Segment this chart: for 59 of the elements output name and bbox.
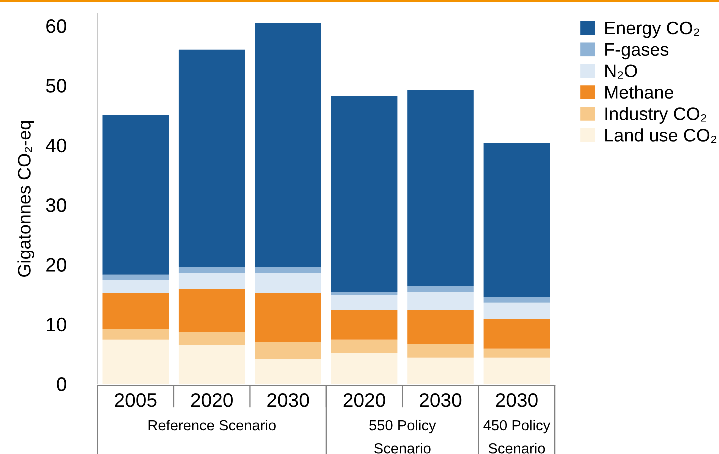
x-tick-label: 2020 [344, 393, 386, 408]
bar [102, 274, 170, 280]
x-tick-label: 2030 [496, 393, 538, 408]
y-tick-label: 0 [57, 378, 66, 392]
bar [408, 292, 474, 310]
x-tick-label: 2030 [268, 393, 310, 408]
x-tick-label: 2030 [420, 393, 462, 408]
bar [331, 340, 398, 354]
bar [102, 116, 170, 275]
legend-label: F-gases [606, 43, 669, 60]
text: 450 Policy Scenario [484, 420, 551, 454]
legend-label: N₂O [606, 64, 638, 79]
bar [484, 296, 550, 303]
bar [102, 329, 170, 340]
y-tick-label: 20 [46, 258, 66, 272]
bar [178, 345, 246, 384]
bar [484, 319, 550, 349]
bar [178, 332, 246, 346]
y-tick-label: 60 [46, 19, 66, 34]
bar [331, 295, 398, 310]
bar [408, 344, 474, 358]
x-tick-label: 2005 [115, 393, 157, 408]
bar [408, 90, 474, 286]
bar [408, 358, 474, 384]
bar [102, 340, 170, 384]
bar [331, 96, 398, 292]
y-axis-title: Gigatonnes CO₂-eq [18, 121, 34, 277]
legend-label: Energy CO₂ [606, 22, 700, 38]
bar [255, 23, 322, 268]
legend-label: Industry CO₂ [606, 107, 706, 124]
legend-label: Methane [606, 86, 674, 99]
bar [484, 348, 550, 358]
y-tick-label: 50 [46, 79, 66, 93]
bar [102, 293, 170, 330]
bar [255, 359, 322, 384]
x-tick-label: 2020 [191, 393, 233, 408]
bar [178, 50, 246, 268]
bar [484, 142, 550, 297]
legend-label: Land use CO₂ [606, 128, 717, 144]
bar [178, 289, 246, 332]
bar [255, 293, 322, 342]
bar [484, 358, 550, 384]
bar [178, 267, 246, 274]
text: Reference Scenario [148, 420, 276, 431]
bar [255, 273, 322, 294]
y-tick-label: 30 [46, 198, 66, 212]
text: 550 Policy Scenario [370, 420, 436, 454]
bar [102, 280, 170, 294]
bar [255, 342, 322, 360]
bar [484, 302, 550, 320]
bar [255, 267, 322, 274]
bar [408, 286, 474, 292]
bar [331, 310, 398, 340]
y-tick-label: 10 [47, 318, 66, 332]
bar [178, 273, 246, 290]
bar [331, 292, 398, 296]
bar [408, 310, 474, 344]
y-tick-label: 40 [46, 138, 66, 153]
bar [331, 353, 398, 384]
